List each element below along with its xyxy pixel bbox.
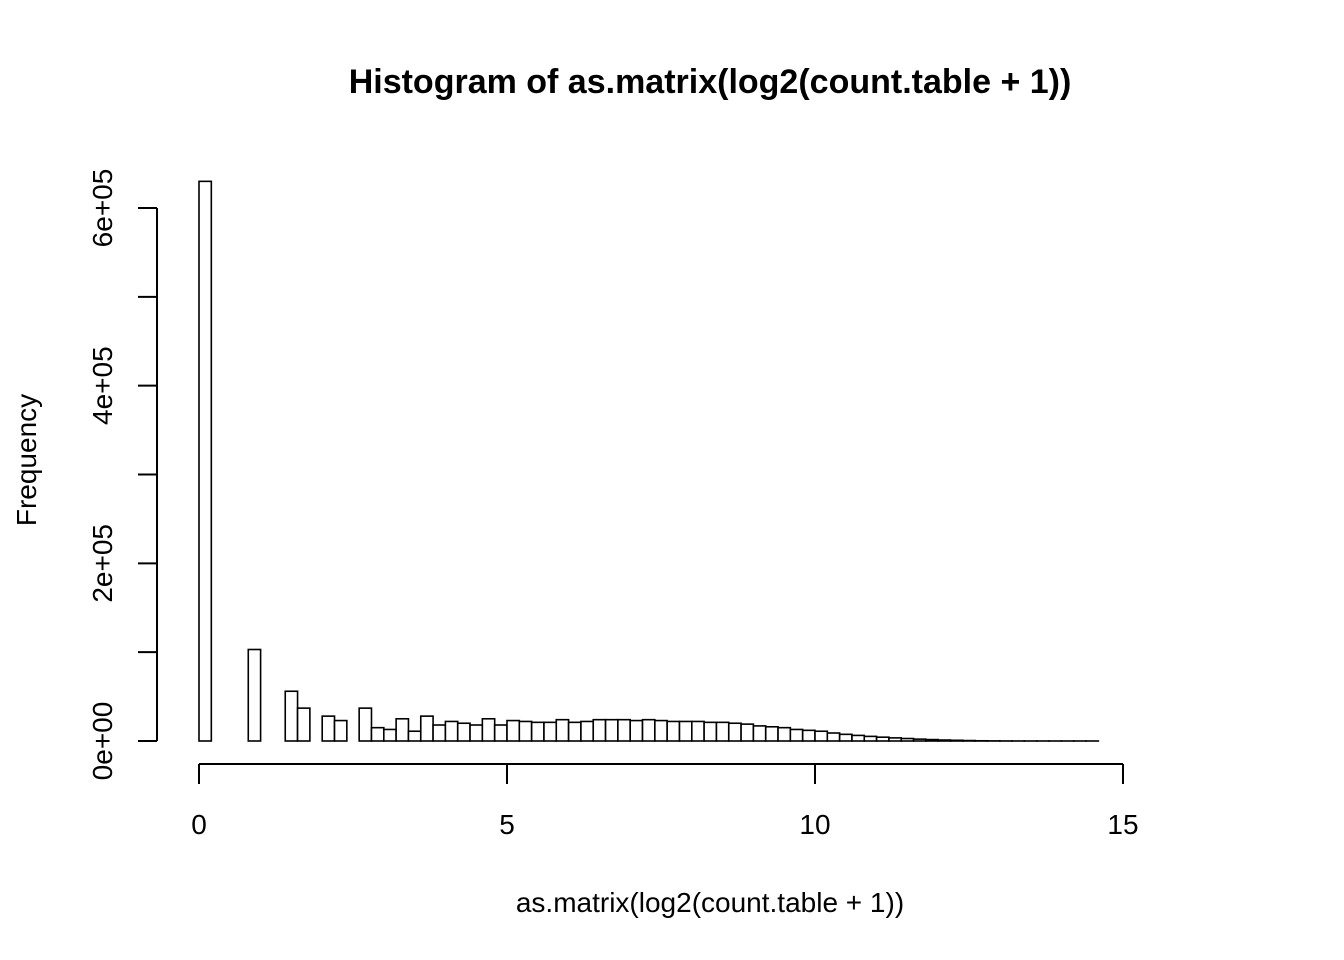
x-tick-label: 15 <box>1107 809 1138 840</box>
histogram-bars <box>198 180 1100 742</box>
histogram-bar <box>580 720 595 742</box>
histogram-bar <box>801 729 816 742</box>
histogram-bar <box>777 726 792 742</box>
histogram-bar <box>296 707 311 742</box>
histogram-bar <box>469 724 484 742</box>
histogram-bar <box>604 718 619 742</box>
histogram-bar <box>851 734 866 742</box>
histogram-bar <box>518 720 533 742</box>
histogram-bar <box>678 720 693 742</box>
histogram-bar <box>432 724 447 742</box>
histogram-bar <box>407 730 422 742</box>
histogram-bar <box>789 728 804 742</box>
x-axis-ticks: 0 5 10 15 <box>191 764 1139 840</box>
histogram-bar <box>284 690 299 742</box>
x-axis-label: as.matrix(log2(count.table + 1)) <box>516 887 904 918</box>
histogram-bar <box>875 736 890 742</box>
histogram-bar <box>592 718 607 742</box>
histogram-bar <box>567 721 582 742</box>
histogram-bar <box>506 719 521 742</box>
histogram-bar <box>358 707 373 742</box>
histogram-bar <box>493 724 508 742</box>
histogram-bar <box>247 648 262 742</box>
histogram-bar <box>727 722 742 742</box>
y-axis-label: Frequency <box>11 394 42 526</box>
y-tick-label: 2e+05 <box>87 524 118 603</box>
histogram-bar <box>481 717 496 742</box>
histogram-bar <box>764 725 779 742</box>
histogram-bar <box>543 721 558 742</box>
histogram-bar <box>937 739 952 742</box>
chart-title: Histogram of as.matrix(log2(count.table … <box>349 63 1072 101</box>
histogram-bar <box>826 732 841 742</box>
y-tick-label: 4e+05 <box>87 346 118 425</box>
y-tick-label: 6e+05 <box>87 169 118 248</box>
histogram-bar <box>925 738 940 742</box>
histogram-bar <box>900 737 915 742</box>
histogram-bar <box>198 180 213 742</box>
histogram-bar <box>814 730 829 742</box>
histogram-bar <box>370 726 385 742</box>
histogram-bar <box>321 715 336 742</box>
histogram-bar <box>555 718 570 742</box>
histogram-bar <box>629 719 644 742</box>
y-tick-label: 0e+00 <box>87 702 118 781</box>
histogram-bar <box>395 717 410 742</box>
x-tick-label: 5 <box>499 809 515 840</box>
histogram-bar <box>530 721 545 742</box>
x-tick-label: 0 <box>191 809 207 840</box>
histogram-bar <box>715 721 730 742</box>
histogram-bar <box>703 721 718 742</box>
histogram-bar <box>333 719 348 742</box>
histogram-bar <box>752 725 767 742</box>
histogram-bar <box>654 719 668 742</box>
histogram-bar <box>740 723 755 742</box>
histogram-bar <box>949 739 964 742</box>
histogram-bar <box>617 718 632 742</box>
histogram-bar <box>666 720 681 742</box>
histogram-bar <box>912 738 927 742</box>
histogram-bar <box>863 735 878 742</box>
histogram-bar <box>838 733 853 742</box>
histogram-bar <box>419 715 434 742</box>
y-axis-ticks: 0e+00 2e+05 4e+05 6e+05 <box>87 169 157 781</box>
histogram-bar <box>888 737 903 742</box>
histogram-bar <box>382 728 397 742</box>
x-tick-label: 10 <box>799 809 830 840</box>
histogram-bar <box>690 720 705 742</box>
histogram-bar <box>444 720 459 742</box>
histogram-bar <box>641 718 656 742</box>
histogram-bar <box>456 722 471 742</box>
